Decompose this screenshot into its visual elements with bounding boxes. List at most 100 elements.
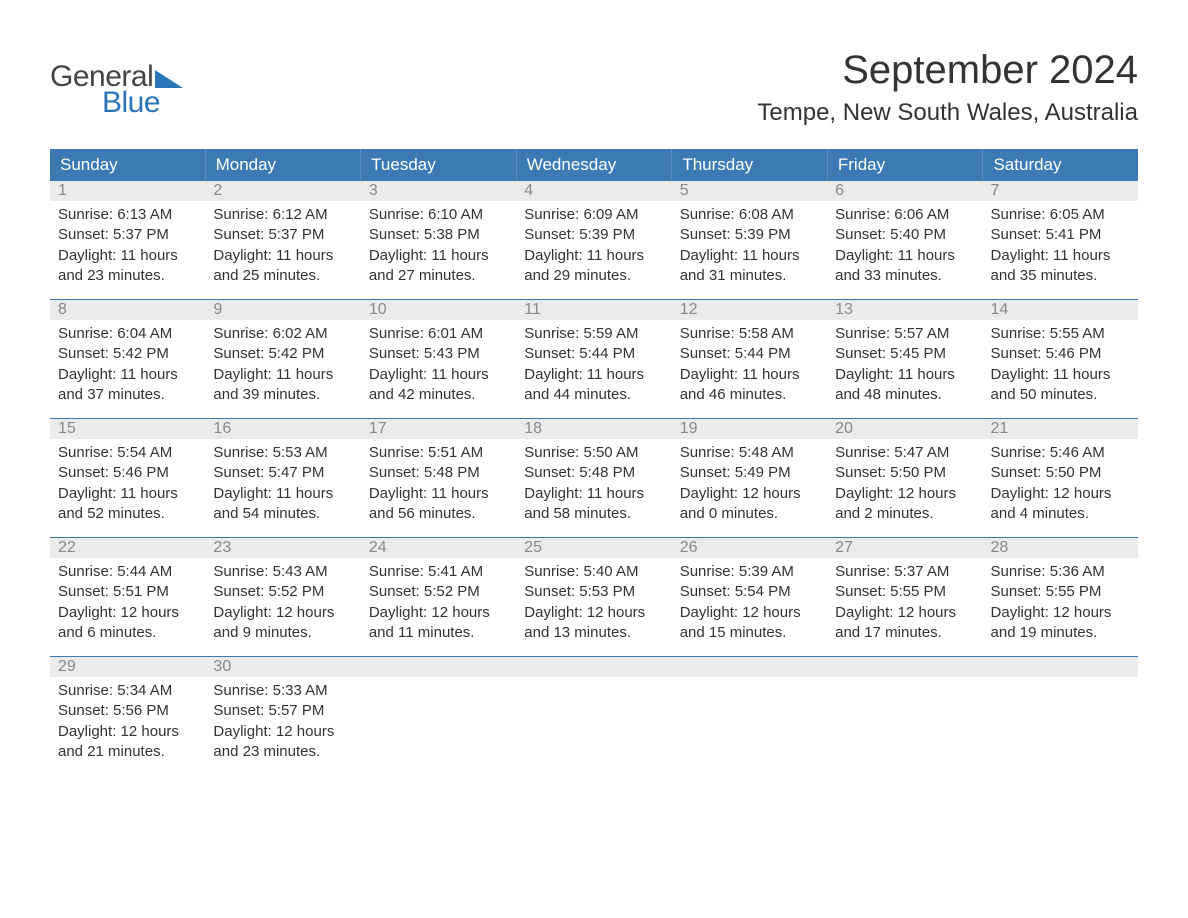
- sunset-text: Sunset: 5:42 PM: [58, 344, 197, 364]
- sunrise-text: Sunrise: 5:48 AM: [680, 443, 819, 463]
- day-body: Sunrise: 5:47 AMSunset: 5:50 PMDaylight:…: [827, 439, 982, 524]
- sunset-text: Sunset: 5:37 PM: [58, 225, 197, 245]
- day-body: Sunrise: 6:06 AMSunset: 5:40 PMDaylight:…: [827, 201, 982, 286]
- daylight-text: Daylight: 11 hours and 39 minutes.: [213, 365, 352, 406]
- day-cell: 2Sunrise: 6:12 AMSunset: 5:37 PMDaylight…: [205, 181, 360, 299]
- day-body: Sunrise: 5:40 AMSunset: 5:53 PMDaylight:…: [516, 558, 671, 643]
- day-body: Sunrise: 6:10 AMSunset: 5:38 PMDaylight:…: [361, 201, 516, 286]
- day-number: 12: [672, 300, 827, 320]
- sunrise-text: Sunrise: 6:06 AM: [835, 205, 974, 225]
- sunset-text: Sunset: 5:47 PM: [213, 463, 352, 483]
- header: General Blue September 2024 Tempe, New S…: [50, 48, 1138, 127]
- sunset-text: Sunset: 5:42 PM: [213, 344, 352, 364]
- sunrise-text: Sunrise: 5:43 AM: [213, 562, 352, 582]
- day-number: 30: [205, 657, 360, 677]
- daylight-text: Daylight: 12 hours and 6 minutes.: [58, 603, 197, 644]
- sunset-text: Sunset: 5:57 PM: [213, 701, 352, 721]
- daylight-text: Daylight: 12 hours and 19 minutes.: [991, 603, 1130, 644]
- sunrise-text: Sunrise: 6:09 AM: [524, 205, 663, 225]
- day-header-thursday: Thursday: [672, 149, 828, 181]
- sunset-text: Sunset: 5:38 PM: [369, 225, 508, 245]
- day-body: Sunrise: 5:33 AMSunset: 5:57 PMDaylight:…: [205, 677, 360, 762]
- day-header-friday: Friday: [828, 149, 984, 181]
- sunset-text: Sunset: 5:44 PM: [680, 344, 819, 364]
- logo-text-bottom: Blue: [102, 86, 183, 120]
- daylight-text: Daylight: 11 hours and 44 minutes.: [524, 365, 663, 406]
- sunset-text: Sunset: 5:44 PM: [524, 344, 663, 364]
- sunset-text: Sunset: 5:55 PM: [991, 582, 1130, 602]
- day-number: 5: [672, 181, 827, 201]
- day-cell: 26Sunrise: 5:39 AMSunset: 5:54 PMDayligh…: [672, 538, 827, 656]
- calendar: Sunday Monday Tuesday Wednesday Thursday…: [50, 149, 1138, 775]
- sunset-text: Sunset: 5:46 PM: [58, 463, 197, 483]
- day-body: Sunrise: 5:53 AMSunset: 5:47 PMDaylight:…: [205, 439, 360, 524]
- day-number: 1: [50, 181, 205, 201]
- day-number: 9: [205, 300, 360, 320]
- sunrise-text: Sunrise: 5:58 AM: [680, 324, 819, 344]
- day-number: [516, 657, 671, 677]
- daylight-text: Daylight: 11 hours and 35 minutes.: [991, 246, 1130, 287]
- day-header-sunday: Sunday: [50, 149, 206, 181]
- day-number: 4: [516, 181, 671, 201]
- day-number: [672, 657, 827, 677]
- day-number: 10: [361, 300, 516, 320]
- daylight-text: Daylight: 11 hours and 31 minutes.: [680, 246, 819, 287]
- sunrise-text: Sunrise: 5:59 AM: [524, 324, 663, 344]
- sunset-text: Sunset: 5:39 PM: [680, 225, 819, 245]
- sunrise-text: Sunrise: 5:40 AM: [524, 562, 663, 582]
- daylight-text: Daylight: 12 hours and 4 minutes.: [991, 484, 1130, 525]
- day-number: 26: [672, 538, 827, 558]
- day-body: Sunrise: 5:54 AMSunset: 5:46 PMDaylight:…: [50, 439, 205, 524]
- day-cell: [672, 657, 827, 775]
- sunrise-text: Sunrise: 6:02 AM: [213, 324, 352, 344]
- day-body: Sunrise: 6:04 AMSunset: 5:42 PMDaylight:…: [50, 320, 205, 405]
- sunset-text: Sunset: 5:54 PM: [680, 582, 819, 602]
- day-number: 3: [361, 181, 516, 201]
- day-number: 8: [50, 300, 205, 320]
- sunrise-text: Sunrise: 6:01 AM: [369, 324, 508, 344]
- day-number: [827, 657, 982, 677]
- day-number: 29: [50, 657, 205, 677]
- day-number: 6: [827, 181, 982, 201]
- day-number: 27: [827, 538, 982, 558]
- sunset-text: Sunset: 5:40 PM: [835, 225, 974, 245]
- week-row: 1Sunrise: 6:13 AMSunset: 5:37 PMDaylight…: [50, 181, 1138, 299]
- sunset-text: Sunset: 5:39 PM: [524, 225, 663, 245]
- day-cell: 28Sunrise: 5:36 AMSunset: 5:55 PMDayligh…: [983, 538, 1138, 656]
- sunrise-text: Sunrise: 5:54 AM: [58, 443, 197, 463]
- day-cell: 3Sunrise: 6:10 AMSunset: 5:38 PMDaylight…: [361, 181, 516, 299]
- day-body: Sunrise: 5:51 AMSunset: 5:48 PMDaylight:…: [361, 439, 516, 524]
- daylight-text: Daylight: 11 hours and 23 minutes.: [58, 246, 197, 287]
- day-cell: 6Sunrise: 6:06 AMSunset: 5:40 PMDaylight…: [827, 181, 982, 299]
- sunset-text: Sunset: 5:41 PM: [991, 225, 1130, 245]
- day-cell: 22Sunrise: 5:44 AMSunset: 5:51 PMDayligh…: [50, 538, 205, 656]
- day-number: [361, 657, 516, 677]
- day-cell: 14Sunrise: 5:55 AMSunset: 5:46 PMDayligh…: [983, 300, 1138, 418]
- day-header-monday: Monday: [206, 149, 362, 181]
- sunset-text: Sunset: 5:52 PM: [369, 582, 508, 602]
- daylight-text: Daylight: 11 hours and 54 minutes.: [213, 484, 352, 525]
- sunrise-text: Sunrise: 5:57 AM: [835, 324, 974, 344]
- sunrise-text: Sunrise: 5:50 AM: [524, 443, 663, 463]
- day-body: Sunrise: 5:55 AMSunset: 5:46 PMDaylight:…: [983, 320, 1138, 405]
- sunset-text: Sunset: 5:50 PM: [835, 463, 974, 483]
- day-body: Sunrise: 5:59 AMSunset: 5:44 PMDaylight:…: [516, 320, 671, 405]
- sunrise-text: Sunrise: 5:47 AM: [835, 443, 974, 463]
- day-body: Sunrise: 5:37 AMSunset: 5:55 PMDaylight:…: [827, 558, 982, 643]
- day-cell: 13Sunrise: 5:57 AMSunset: 5:45 PMDayligh…: [827, 300, 982, 418]
- sunset-text: Sunset: 5:49 PM: [680, 463, 819, 483]
- sunset-text: Sunset: 5:43 PM: [369, 344, 508, 364]
- daylight-text: Daylight: 12 hours and 17 minutes.: [835, 603, 974, 644]
- sunrise-text: Sunrise: 5:34 AM: [58, 681, 197, 701]
- sunrise-text: Sunrise: 6:08 AM: [680, 205, 819, 225]
- day-body: Sunrise: 5:41 AMSunset: 5:52 PMDaylight:…: [361, 558, 516, 643]
- day-body: Sunrise: 5:44 AMSunset: 5:51 PMDaylight:…: [50, 558, 205, 643]
- day-number: 25: [516, 538, 671, 558]
- sunset-text: Sunset: 5:37 PM: [213, 225, 352, 245]
- daylight-text: Daylight: 11 hours and 56 minutes.: [369, 484, 508, 525]
- sunset-text: Sunset: 5:46 PM: [991, 344, 1130, 364]
- day-number: 11: [516, 300, 671, 320]
- day-body: Sunrise: 6:01 AMSunset: 5:43 PMDaylight:…: [361, 320, 516, 405]
- day-number: 28: [983, 538, 1138, 558]
- week-row: 8Sunrise: 6:04 AMSunset: 5:42 PMDaylight…: [50, 299, 1138, 418]
